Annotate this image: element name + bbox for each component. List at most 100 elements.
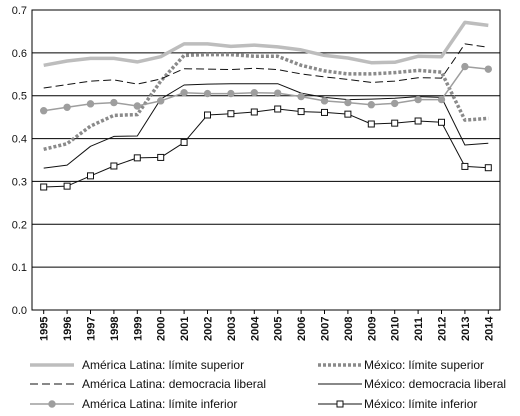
x-tick-label: 2011 bbox=[413, 317, 425, 341]
data-point bbox=[438, 118, 445, 126]
data-point bbox=[484, 164, 492, 172]
x-axis-ticks: 1995 1996 1997 1998 1999 2000 2001 2002 2003 2004… bbox=[39, 310, 495, 341]
data-point bbox=[344, 98, 352, 107]
data-point bbox=[110, 98, 118, 107]
legend-item: México: límite inferior bbox=[318, 397, 477, 411]
legend-label: América Latina: democracia liberal bbox=[82, 377, 266, 391]
data-point bbox=[157, 97, 165, 105]
y-tick-label: 0.5 bbox=[12, 91, 27, 103]
data-point bbox=[274, 89, 282, 97]
legend-label: México: límite superior bbox=[364, 358, 484, 372]
data-point bbox=[40, 107, 48, 115]
x-tick-label: 2007 bbox=[320, 317, 332, 341]
x-tick-label: 2005 bbox=[273, 317, 285, 341]
series-lines bbox=[40, 20, 492, 191]
legend: América Latina: límite superior México: l… bbox=[30, 358, 506, 411]
legend-label: México: límite inferior bbox=[364, 397, 477, 411]
x-tick-label: 2004 bbox=[249, 316, 261, 341]
x-tick-label: 2009 bbox=[366, 317, 378, 341]
data-point bbox=[180, 138, 188, 146]
data-point bbox=[461, 162, 469, 170]
data-point bbox=[133, 154, 141, 162]
data-point bbox=[274, 105, 282, 113]
series-line bbox=[43, 52, 489, 152]
legend-item: México: democracia liberal bbox=[318, 377, 506, 391]
series-4 bbox=[40, 62, 492, 115]
data-point bbox=[63, 103, 71, 111]
y-tick-label: 0.7 bbox=[12, 5, 27, 17]
x-tick-label: 2008 bbox=[343, 317, 355, 341]
data-point bbox=[86, 100, 95, 108]
data-point bbox=[461, 62, 469, 71]
y-tick-label: 0.2 bbox=[12, 219, 27, 231]
data-point bbox=[437, 95, 446, 104]
data-point bbox=[321, 108, 328, 116]
data-point bbox=[180, 89, 188, 97]
x-tick-label: 2000 bbox=[156, 317, 168, 341]
data-point bbox=[367, 120, 375, 128]
x-tick-label: 1995 bbox=[39, 317, 51, 341]
y-tick-label: 0.6 bbox=[12, 48, 27, 60]
x-tick-label: 2014 bbox=[483, 316, 495, 341]
legend-label: México: democracia liberal bbox=[364, 377, 506, 391]
data-point bbox=[414, 117, 422, 125]
y-tick-label: 0.3 bbox=[12, 176, 27, 188]
x-tick-label: 1999 bbox=[132, 317, 144, 341]
legend-item: México: límite superior bbox=[318, 358, 484, 372]
legend-label: América Latina: límite superior bbox=[82, 358, 244, 372]
legend-item: América Latina: límite inferior bbox=[30, 397, 237, 411]
x-tick-label: 2001 bbox=[179, 317, 191, 341]
legend-item: América Latina: democracia liberal bbox=[30, 377, 266, 391]
data-point bbox=[336, 400, 344, 408]
data-point bbox=[297, 108, 305, 116]
data-point bbox=[133, 102, 142, 110]
data-point bbox=[48, 400, 56, 408]
y-tick-label: 0.4 bbox=[12, 134, 27, 146]
data-point bbox=[203, 89, 212, 98]
x-tick-label: 2006 bbox=[296, 317, 308, 341]
data-point bbox=[227, 110, 235, 118]
series-2 bbox=[43, 43, 489, 89]
series-5 bbox=[40, 105, 492, 191]
series-0 bbox=[43, 20, 489, 68]
legend-label: América Latina: límite inferior bbox=[82, 397, 237, 411]
x-tick-label: 1998 bbox=[109, 317, 121, 341]
data-point bbox=[367, 101, 375, 109]
x-tick-label: 1997 bbox=[86, 317, 98, 341]
series-line bbox=[43, 43, 489, 89]
series-3 bbox=[43, 83, 489, 169]
y-axis-ticks: 0.0 0.1 0.2 0.3 0.4 0.5 0.6 0.7 bbox=[12, 5, 27, 317]
data-point bbox=[484, 65, 492, 73]
data-point bbox=[297, 92, 305, 101]
series-line bbox=[43, 83, 489, 169]
data-point bbox=[391, 99, 399, 108]
x-tick-label: 2010 bbox=[390, 317, 402, 341]
data-point bbox=[87, 172, 94, 180]
data-point bbox=[344, 110, 352, 118]
series-line bbox=[43, 65, 489, 112]
data-point bbox=[40, 183, 48, 191]
series-line bbox=[43, 108, 489, 188]
series-1 bbox=[43, 52, 489, 152]
y-tick-label: 0.1 bbox=[12, 262, 27, 274]
data-point bbox=[250, 108, 258, 116]
data-point bbox=[250, 89, 259, 97]
y-tick-label: 0.0 bbox=[12, 305, 27, 317]
x-tick-label: 2013 bbox=[460, 317, 472, 341]
series-line bbox=[43, 20, 489, 68]
plot-frame bbox=[31, 9, 501, 311]
data-point bbox=[391, 119, 399, 127]
x-tick-label: 1996 bbox=[62, 317, 74, 341]
legend-item: América Latina: límite superior bbox=[30, 358, 244, 372]
data-point bbox=[414, 95, 422, 104]
data-point bbox=[204, 111, 211, 119]
data-point bbox=[157, 153, 165, 161]
data-point bbox=[227, 89, 235, 98]
x-tick-label: 2002 bbox=[203, 317, 215, 341]
data-point bbox=[110, 162, 118, 170]
x-tick-label: 2003 bbox=[226, 317, 238, 341]
x-tick-label: 2012 bbox=[437, 317, 449, 341]
data-point bbox=[63, 182, 71, 190]
data-point bbox=[320, 97, 329, 105]
